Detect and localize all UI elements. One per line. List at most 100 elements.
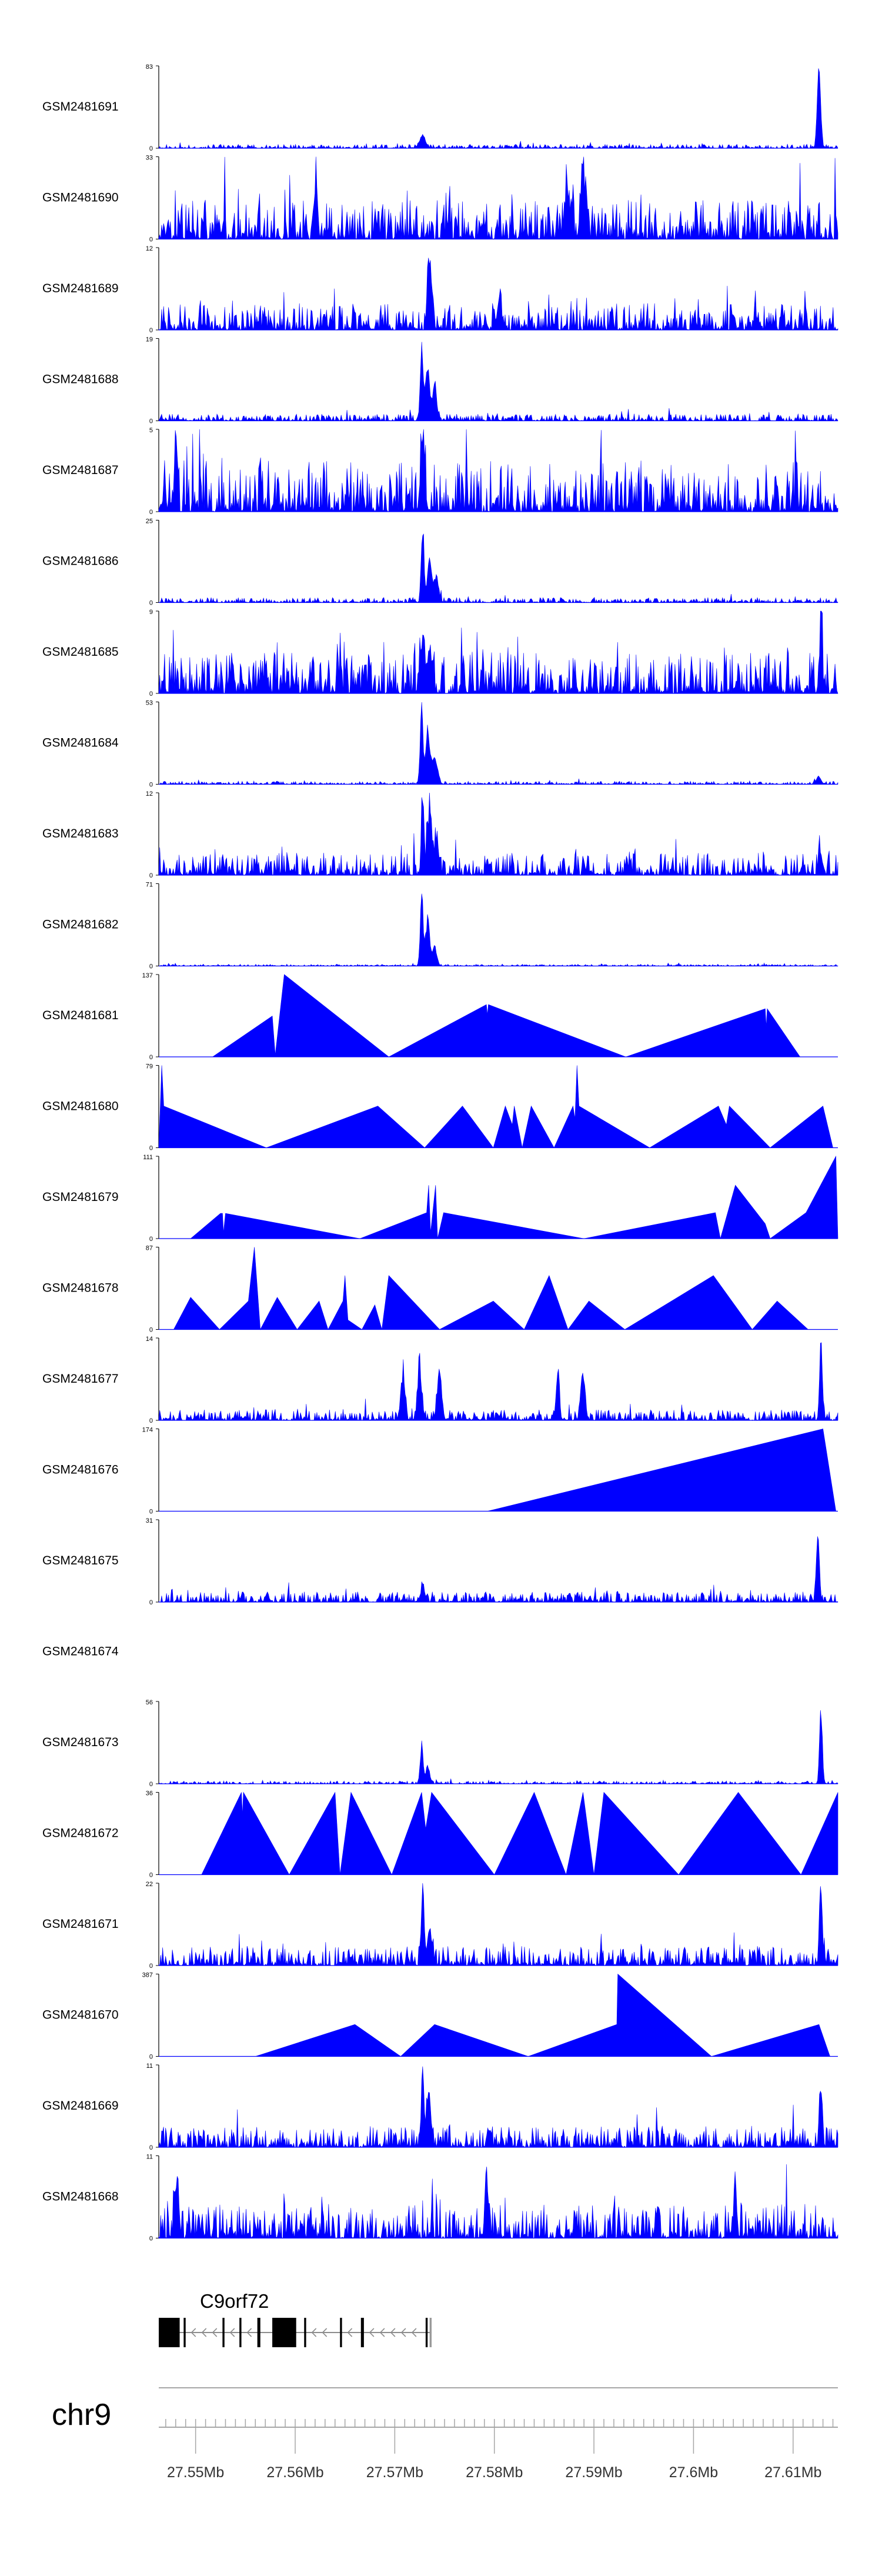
track-name-label: GSM2481684 xyxy=(42,736,119,750)
track-name-label: GSM2481677 xyxy=(42,1372,119,1386)
gene-model-track: C9orf72 xyxy=(159,2290,432,2347)
track-ymax-label: 174 xyxy=(142,1427,153,1434)
strand-arrow-icon xyxy=(246,2328,252,2337)
track-ymax-label: 12 xyxy=(146,245,153,252)
coverage-area xyxy=(158,792,838,876)
coverage-area xyxy=(158,156,838,240)
track-name-label: GSM2481672 xyxy=(42,1827,119,1840)
chromosome-label: chr9 xyxy=(52,2398,111,2432)
track-ymax-label: 19 xyxy=(146,336,153,343)
axis-tick-label: 27.57Mb xyxy=(366,2464,423,2481)
strand-arrow-icon xyxy=(411,2328,417,2337)
track-GSM2481685: GSM2481685 9 0 xyxy=(42,609,838,698)
track-ymin-label: 0 xyxy=(149,145,153,152)
track-ymax-label: 53 xyxy=(146,700,153,707)
track-GSM2481681: GSM2481681 137 0 xyxy=(42,972,838,1061)
track-GSM2481682: GSM2481682 71 0 xyxy=(42,882,838,970)
coverage-area xyxy=(158,429,838,513)
track-name-label: GSM2481680 xyxy=(42,1100,119,1113)
coverage-area xyxy=(158,610,838,695)
gene-label: C9orf72 xyxy=(200,2290,269,2312)
track-ymin-label: 0 xyxy=(149,327,153,334)
track-GSM2481675: GSM2481675 31 0 xyxy=(42,1517,838,1606)
coverage-area xyxy=(158,1536,838,1603)
coverage-area xyxy=(158,893,838,967)
track-ymax-label: 137 xyxy=(142,972,153,979)
gene-exon xyxy=(222,2318,225,2347)
track-ymin-label: 0 xyxy=(149,600,153,607)
track-ymin-label: 0 xyxy=(149,236,153,243)
gene-exon xyxy=(159,2318,180,2347)
track-name-label: GSM2481668 xyxy=(42,2190,119,2204)
track-ymin-label: 0 xyxy=(149,2235,153,2243)
coverage-area xyxy=(173,1247,808,1330)
track-GSM2481668: GSM2481668 11 0 xyxy=(42,2154,838,2243)
coverage-area xyxy=(158,702,838,785)
genome-axis: chr9 27.55Mb 27.56Mb 27.57Mb 27.58Mb 27.59Mb… xyxy=(52,2387,838,2481)
track-name-label: GSM2481691 xyxy=(42,100,119,114)
track-ymax-label: 71 xyxy=(146,882,153,889)
coverage-area xyxy=(158,2164,838,2239)
track-name-label: GSM2481673 xyxy=(42,1736,119,1749)
track-GSM2481669: GSM2481669 11 0 xyxy=(42,2063,838,2151)
track-GSM2481687: GSM2481687 5 0 xyxy=(42,427,838,516)
track-ymax-label: 36 xyxy=(146,1790,153,1797)
track-name-label: GSM2481687 xyxy=(42,463,119,477)
coverage-area xyxy=(158,68,838,149)
coverage-area xyxy=(158,1883,838,1967)
track-ymin-label: 0 xyxy=(149,1417,153,1424)
track-GSM2481688: GSM2481688 19 0 xyxy=(42,336,838,425)
track-GSM2481678: GSM2481678 87 0 xyxy=(42,1245,838,1334)
track-name-label: GSM2481678 xyxy=(42,1282,119,1295)
track-ymax-label: 387 xyxy=(142,1972,153,1979)
track-name-label: GSM2481670 xyxy=(42,2008,119,2022)
track-ymax-label: 12 xyxy=(146,790,153,798)
track-ymax-label: 87 xyxy=(146,1245,153,1252)
track-GSM2481677: GSM2481677 14 0 xyxy=(42,1336,838,1424)
axis-tick-label: 27.6Mb xyxy=(669,2464,718,2481)
track-ymin-label: 0 xyxy=(149,2054,153,2061)
track-ymin-label: 0 xyxy=(149,1236,153,1243)
track-name-label: GSM2481669 xyxy=(42,2099,119,2113)
track-ymin-label: 0 xyxy=(149,509,153,516)
coverage-area xyxy=(158,533,838,603)
track-name-label: GSM2481676 xyxy=(42,1463,119,1477)
track-ymin-label: 0 xyxy=(149,690,153,698)
track-name-label: GSM2481679 xyxy=(42,1190,119,1204)
track-ymax-label: 5 xyxy=(149,427,153,434)
track-ymax-label: 111 xyxy=(143,1154,153,1161)
track-name-label: GSM2481682 xyxy=(42,918,119,932)
track-GSM2481676: GSM2481676 174 0 xyxy=(42,1427,838,1516)
track-ymin-label: 0 xyxy=(149,418,153,425)
track-ymin-label: 0 xyxy=(149,963,153,970)
track-GSM2481673: GSM2481673 56 0 xyxy=(42,1699,838,1788)
track-GSM2481684: GSM2481684 53 0 xyxy=(42,700,838,789)
track-ymin-label: 0 xyxy=(149,1509,153,1516)
track-GSM2481690: GSM2481690 33 0 xyxy=(42,155,838,243)
track-name-label: GSM2481674 xyxy=(42,1645,119,1659)
gene-exon xyxy=(340,2318,342,2347)
track-ymax-label: 9 xyxy=(149,609,153,616)
track-ymax-label: 79 xyxy=(146,1063,153,1070)
track-name-label: GSM2481675 xyxy=(42,1554,119,1567)
strand-arrow-icon xyxy=(347,2328,353,2337)
track-ymin-label: 0 xyxy=(149,1781,153,1788)
track-name-label: GSM2481685 xyxy=(42,645,119,659)
track-ymax-label: 11 xyxy=(146,2063,153,2070)
track-ymax-label: 25 xyxy=(146,518,153,525)
track-ymin-label: 0 xyxy=(149,782,153,789)
strand-arrow-icon xyxy=(311,2328,317,2337)
track-GSM2481672: GSM2481672 36 0 xyxy=(42,1790,838,1879)
track-ymax-label: 56 xyxy=(146,1699,153,1706)
track-ymax-label: 83 xyxy=(146,64,153,71)
strand-arrow-icon xyxy=(201,2328,207,2337)
track-ymin-label: 0 xyxy=(149,1599,153,1606)
strand-arrow-icon xyxy=(191,2328,196,2337)
track-ymax-label: 31 xyxy=(146,1517,153,1524)
axis-tick-label: 27.58Mb xyxy=(466,2464,523,2481)
track-GSM2481686: GSM2481686 25 0 xyxy=(42,518,838,607)
track-name-label: GSM2481671 xyxy=(42,1917,119,1931)
track-ymax-label: 14 xyxy=(146,1336,153,1343)
track-GSM2481679: GSM2481679 111 0 xyxy=(42,1154,838,1243)
track-name-label: GSM2481690 xyxy=(42,191,119,205)
